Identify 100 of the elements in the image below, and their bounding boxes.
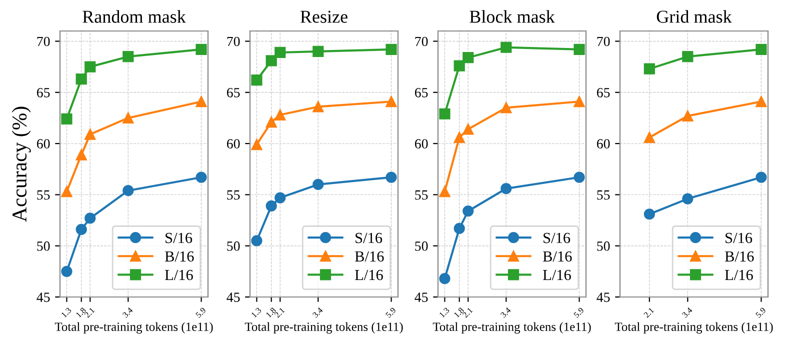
y-tick-label: 45: [414, 292, 428, 302]
y-tick-label: 55: [597, 190, 610, 200]
legend-label: B/16: [542, 251, 572, 262]
y-tick-label: 65: [414, 88, 428, 98]
point: [574, 172, 585, 183]
point: [500, 183, 512, 194]
y-tick-label: 60: [596, 139, 610, 148]
y-tick-label: 65: [36, 88, 50, 98]
point: [756, 44, 767, 55]
point: [76, 224, 87, 236]
legend-label: L/16: [354, 270, 383, 280]
point: [644, 63, 655, 74]
legend-label: L/16: [164, 270, 193, 280]
legend-label: S/16: [166, 232, 192, 244]
x-tick-label: 3.4: [122, 307, 134, 318]
x-axis-title: Total pre-training tokens (1e11): [614, 322, 773, 334]
y-tick-label: 70: [415, 36, 428, 46]
point: [274, 192, 286, 204]
x-tick-label: 1.8: [76, 307, 86, 318]
y-tick-label: 60: [226, 139, 240, 148]
x-tick-label: 5.9: [195, 307, 206, 318]
x-tick-label: 1.3: [439, 307, 450, 318]
y-tick-label: 60: [36, 139, 50, 148]
y-tick-label: 50: [37, 241, 50, 251]
x-tick-label: 3.4: [312, 307, 324, 318]
point: [644, 208, 655, 220]
point: [644, 132, 655, 143]
x-tick-label: 1.8: [266, 307, 276, 318]
point: [274, 109, 286, 120]
point: [76, 74, 87, 85]
point: [462, 52, 474, 64]
x-tick-label: 2.1: [644, 307, 654, 318]
point: [439, 273, 450, 284]
point: [454, 60, 465, 72]
point: [454, 222, 465, 234]
y-tick-label: 55: [37, 190, 50, 200]
point: [312, 178, 324, 190]
x-axis-title: Total pre-training tokens (1e11): [432, 322, 591, 334]
y-tick-label: 70: [227, 36, 240, 46]
point: [312, 101, 324, 112]
y-axis-title: Accuracy (%): [12, 106, 31, 222]
y-tick-label: 55: [415, 190, 428, 200]
point: [454, 132, 465, 143]
legend-label: L/16: [542, 270, 571, 280]
legend-label: S/16: [356, 232, 382, 244]
point: [386, 44, 397, 55]
y-tick-label: 50: [227, 241, 240, 251]
x-axis-title: Total pre-training tokens (1e11): [54, 322, 213, 334]
x-axis-title: Total pre-training tokens (1e11): [244, 322, 403, 334]
point: [574, 96, 585, 108]
point: [574, 44, 585, 55]
y-tick-label: 45: [596, 292, 610, 302]
point: [61, 186, 72, 198]
legend-label: B/16: [164, 251, 194, 262]
x-tick-label: 2.1: [462, 307, 473, 318]
point: [84, 212, 96, 224]
point: [251, 139, 262, 150]
point: [122, 51, 134, 62]
y-tick-label: 70: [597, 36, 610, 46]
point: [274, 46, 286, 58]
chart-title: Grid mask: [656, 10, 732, 23]
x-tick-label: 2.1: [84, 307, 95, 318]
y-tick-label: 55: [227, 190, 240, 200]
chart-title: Block mask: [470, 10, 555, 23]
x-tick-label: 1.8: [454, 307, 464, 318]
legend-label: S/16: [726, 232, 752, 244]
x-tick-label: 1.3: [61, 307, 72, 318]
point: [500, 102, 512, 114]
y-tick-label: 50: [597, 241, 610, 251]
point: [266, 55, 277, 66]
x-tick-label: 3.4: [500, 307, 512, 318]
x-tick-label: 2.1: [274, 307, 285, 318]
point: [682, 110, 694, 122]
point: [251, 235, 262, 246]
legend-label: B/16: [354, 251, 384, 262]
x-tick-label: 5.9: [385, 307, 396, 318]
point: [462, 206, 474, 217]
point: [312, 46, 324, 58]
point: [500, 42, 512, 53]
x-tick-label: 3.4: [682, 307, 693, 318]
point: [756, 172, 767, 183]
y-tick-label: 70: [37, 36, 50, 46]
point: [84, 61, 96, 72]
point: [84, 128, 96, 140]
point: [196, 44, 207, 55]
point: [122, 185, 134, 196]
point: [266, 200, 277, 212]
point: [756, 96, 767, 108]
point: [266, 116, 277, 128]
y-tick-label: 65: [226, 88, 240, 98]
point: [76, 149, 87, 160]
point: [462, 124, 474, 135]
y-tick-label: 60: [414, 139, 428, 148]
point: [196, 172, 207, 183]
point: [251, 74, 262, 86]
x-tick-label: 1.3: [251, 307, 262, 318]
point: [386, 96, 397, 108]
point: [61, 113, 72, 125]
y-tick-label: 45: [36, 292, 50, 302]
point: [196, 96, 207, 108]
